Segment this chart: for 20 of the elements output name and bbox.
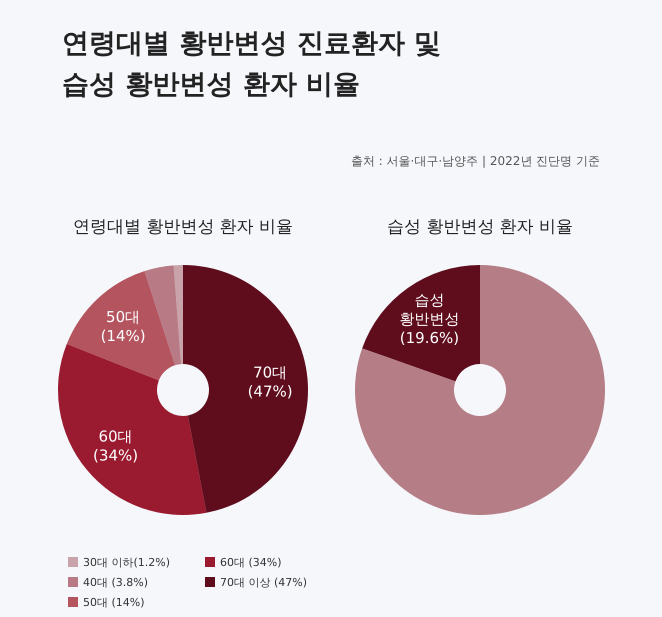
data-label: 60대 (34%): [93, 428, 138, 465]
donut-slice: [144, 265, 182, 366]
data-label: 습성 황반변성 (19.6%): [399, 290, 460, 347]
chart-title: 연령대별 황반변성 환자 비율: [72, 217, 294, 237]
source-note: 출처 : 서울·대구·남양주 | 2022년 진단명 기준: [350, 154, 600, 168]
legend-label: 40대 (3.8%): [83, 576, 148, 589]
legend-label: 70대 이상 (47%): [220, 576, 308, 589]
data-label: 70대 (47%): [248, 364, 293, 401]
donut-slice: [355, 265, 605, 515]
chart-title: 습성 황반변성 환자 비율: [386, 217, 574, 237]
legend-label: 50대 (14%): [83, 596, 145, 609]
donut-slice: [174, 265, 183, 364]
legend-label: 30대 이하(1.2%): [83, 556, 170, 569]
donut-slice: [58, 344, 206, 515]
donut-slice: [362, 265, 480, 382]
data-label: 50대 (14%): [100, 308, 146, 345]
legend-label: 60대 (34%): [220, 556, 282, 569]
text: 연령대별 황반변성 진료환자 및 습성 황반변성 환자 비율: [62, 28, 442, 100]
donut-slice: [66, 271, 175, 380]
donut-slice: [183, 265, 308, 513]
